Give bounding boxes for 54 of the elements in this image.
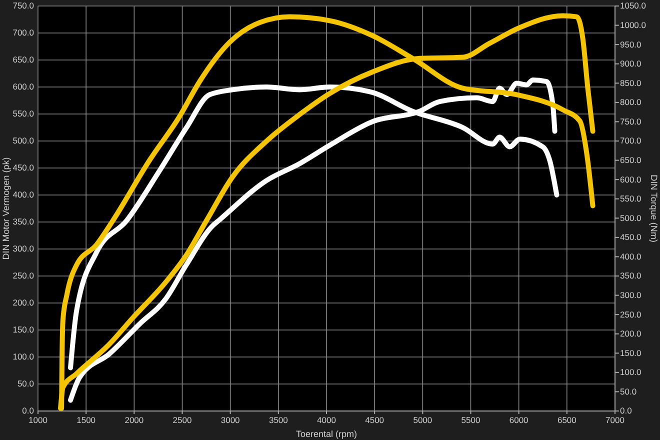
x-tick-label: 3500: [268, 415, 288, 426]
y2-tick-label: 500.0: [620, 212, 642, 223]
x-tick-label: 4500: [365, 415, 384, 426]
y-tick-label: 650.0: [12, 54, 34, 65]
y2-tick-label: 250.0: [620, 309, 642, 320]
y-tick-label: 600.0: [12, 82, 34, 92]
x-tick-label: 4000: [317, 415, 336, 426]
x-tick-label: 7000: [606, 415, 625, 426]
y-tick-label: 450.0: [12, 162, 34, 173]
y2-tick-label: 1000.0: [620, 20, 646, 30]
y2-tick-label: 300.0: [620, 290, 642, 300]
y-tick-label: 500.0: [12, 136, 34, 146]
y2-tick-label: 0.0: [620, 406, 632, 416]
y-tick-label: 350.0: [12, 216, 34, 227]
x-tick-label: 3000: [220, 415, 240, 426]
y2-tick-label: 50.0: [620, 386, 637, 396]
y-tick-label: 50.0: [17, 378, 34, 389]
y2-tick-label: 350.0: [620, 270, 642, 281]
y-tick-label: 300.0: [12, 244, 34, 254]
y2-tick-label: 400.0: [620, 251, 642, 262]
x-tick-label: 2500: [172, 415, 192, 426]
y2-tick-label: 600.0: [620, 174, 642, 184]
y2-tick-label: 750.0: [620, 116, 642, 126]
y2-tick-label: 550.0: [620, 194, 642, 204]
y-tick-label: 400.0: [12, 190, 34, 200]
y2-tick-label: 950.0: [620, 39, 642, 50]
y2-tick-label: 900.0: [620, 58, 642, 69]
x-tick-label: 6500: [557, 415, 577, 426]
y-tick-label: 200.0: [12, 298, 34, 308]
x-tick-label: 5500: [461, 415, 480, 426]
y-tick-label: 250.0: [12, 270, 34, 281]
y-tick-label: 0.0: [22, 406, 34, 416]
y-axis-title: DIN Motor Vermogen (pk): [1, 157, 11, 260]
y2-tick-label: 650.0: [620, 155, 642, 166]
x-tick-label: 2000: [124, 415, 144, 426]
y2-tick-label: 450.0: [620, 232, 642, 242]
x-tick-label: 1000: [28, 415, 48, 426]
x-axis-title: Toerental (rpm): [296, 429, 358, 439]
y2-tick-label: 150.0: [620, 348, 642, 358]
x-tick-label: 5000: [413, 415, 432, 426]
y2-tick-label: 850.0: [620, 78, 642, 88]
y2-tick-label: 800.0: [620, 97, 642, 108]
y2-tick-label: 1050.0: [620, 0, 646, 11]
y2-tick-label: 200.0: [620, 328, 642, 339]
x-tick-label: 1500: [76, 415, 96, 426]
y-tick-label: 750.0: [12, 0, 34, 11]
y-tick-label: 100.0: [12, 352, 34, 362]
y2-tick-label: 100.0: [620, 367, 642, 378]
y-tick-label: 550.0: [12, 108, 34, 119]
y2-tick-label: 700.0: [620, 136, 642, 146]
y-tick-label: 700.0: [12, 28, 34, 38]
x-tick-label: 6000: [509, 415, 529, 426]
y-tick-label: 150.0: [12, 324, 34, 335]
y2-axis-title: DIN Torque (Nm): [649, 174, 659, 242]
